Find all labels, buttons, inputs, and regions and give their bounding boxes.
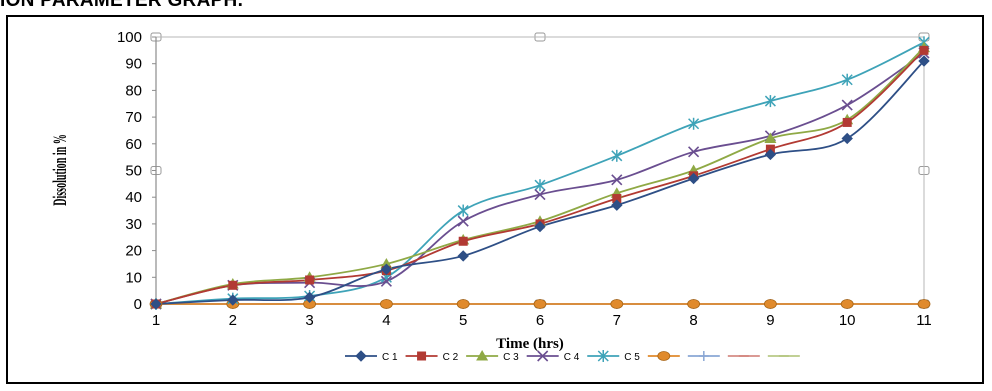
x-tick-label: 4 [382,312,390,329]
y-tick-label: 10 [125,269,142,286]
series-6-marker [917,299,931,309]
series-1-marker [380,263,393,275]
series-3-marker [380,257,393,269]
x-axis-title: Time (hrs) [496,336,564,352]
series-6-marker [379,299,393,309]
series-4-marker [841,99,853,111]
series-3-marker [764,132,777,143]
series-5-marker [764,95,776,108]
series-5-marker [688,117,700,130]
series-6-marker [687,299,700,309]
series-1-marker [150,298,162,310]
series-2-marker [458,236,468,246]
series-2-marker [612,194,622,204]
x-tick-label: 8 [689,312,697,329]
legend-marker-1 [355,350,367,362]
series-5-marker [611,149,623,162]
series-4-marker [534,188,546,201]
y-tick-label: 70 [125,109,142,126]
series-6-marker [764,299,777,309]
x-tick-label: 6 [536,312,544,329]
legend-marker-7 [698,351,709,361]
legend-label-3: C 3 [503,352,519,363]
tick-labels: 0 10 20 30 40 50 60 70 80 90 100 1 2 3 4 5 6 7 8 9 10 11 [117,29,932,329]
legend-label-5: C 5 [624,352,640,363]
series-1-marker [611,199,623,211]
series-6-marker [840,299,854,309]
series-6-marker [533,299,547,309]
legend: C 1 C 2 C 3 C 4 C 5 [345,350,800,363]
series-1-marker [457,250,469,262]
legend-marker-3 [476,350,489,361]
x-tick-label: 1 [152,312,160,329]
x-tick-label: 3 [305,312,313,329]
legend-marker-4 [537,350,549,362]
series-2-marker [228,280,238,290]
series-1-marker [534,220,546,233]
legend-label-1: C 1 [382,352,398,363]
x-tick-label: 10 [839,312,856,329]
series-1-marker [687,172,700,185]
y-tick-label: 90 [125,56,142,73]
series-1-marker [303,291,316,304]
series-line-2 [155,49,925,305]
y-tick-label: 100 [117,29,142,46]
series-2-marker [919,45,929,55]
series-2-marker [842,117,852,127]
series-4-marker [380,275,392,287]
series-4-marker [611,174,623,186]
series-lines [155,41,925,305]
chart-frame [6,15,984,384]
y-tick-label: 80 [125,82,142,99]
series-1-marker [764,148,777,161]
series-1-marker [227,294,239,306]
x-tick-label: 11 [916,312,932,329]
legend-marker-6 [657,351,671,361]
x-tick-label: 5 [459,312,467,329]
legend-label-2: C 2 [443,352,459,363]
selection-handles [150,32,930,309]
y-tick-label: 0 [134,296,142,313]
series-2-marker [305,275,315,285]
y-tick-label: 30 [125,216,142,233]
x-tick-label: 2 [229,312,237,329]
y-tick-label: 40 [125,189,142,206]
series-markers [149,36,931,310]
series-5-marker [841,73,853,86]
series-4-marker [457,215,469,227]
legend-marker-2 [417,351,427,361]
x-tick-label: 9 [766,312,774,329]
y-tick-label: 60 [125,136,142,153]
axes [155,36,925,305]
legend-marker-5 [597,350,609,362]
series-4-marker [688,146,700,158]
x-tick-label: 7 [613,312,621,329]
y-axis-title: Dissolution in % [51,134,71,206]
series-line-3 [155,47,925,305]
plot-area-border [155,36,925,305]
series-6-marker [456,299,470,309]
series-1-marker [918,55,930,67]
y-tick-label: 20 [125,243,142,260]
y-tick-label: 50 [125,163,142,180]
series-line-5 [155,41,925,305]
legend-label-4: C 4 [564,352,580,363]
series-1-marker [841,132,853,145]
series-5-marker [457,204,469,217]
series-5-marker [534,179,546,192]
page-heading: ION PARAMETER GRAPH. [0,0,244,11]
series-6-marker [610,299,624,309]
